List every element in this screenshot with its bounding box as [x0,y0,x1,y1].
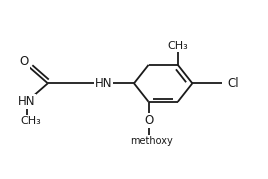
Text: HN: HN [95,77,112,90]
Text: Cl: Cl [227,77,239,90]
Text: CH₃: CH₃ [20,116,41,126]
Text: CH₃: CH₃ [168,41,188,51]
Text: O: O [19,55,29,68]
Text: HN: HN [18,95,35,108]
Text: methoxy: methoxy [130,136,173,146]
Text: O: O [144,114,153,127]
